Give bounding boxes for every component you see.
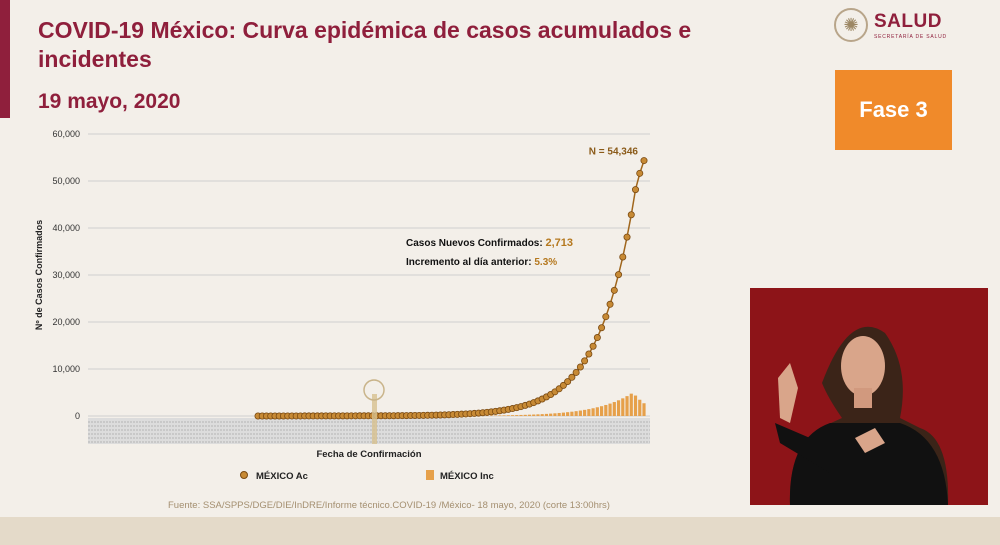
y-tick-label: 50,000 [52, 176, 80, 186]
x-axis-label: Fecha de Confirmación [316, 449, 421, 460]
y-tick-label: 0 [75, 411, 80, 421]
legend-accumulated-label: MÉXICO Ac [256, 471, 308, 482]
first-case-marker-icon [363, 379, 385, 401]
incident-bar [566, 412, 570, 416]
incident-bar [629, 393, 633, 416]
incident-bar [540, 414, 544, 416]
chart-canvas: 60,000 50,000 40,000 30,000 20,000 10,000 0 Nº … [34, 129, 650, 482]
source-note: Fuente: SSA/SPPS/DGE/DIE/InDRE/Informe t… [168, 500, 610, 511]
first-case-marker [372, 394, 377, 444]
page-title: COVID-19 México: Curva epidémica de caso… [38, 17, 692, 72]
y-tick-label: 40,000 [52, 223, 80, 233]
incident-bar [527, 414, 532, 416]
accumulated-point [581, 357, 589, 365]
incident-bar [625, 396, 629, 416]
accumulated-point [568, 373, 576, 381]
incident-bar [493, 415, 498, 416]
y-tick-label: 60,000 [52, 129, 80, 139]
total-annotation: N = 54,346 [589, 147, 639, 158]
incident-bar [536, 414, 540, 416]
incident-bar [578, 410, 582, 416]
accumulated-point [632, 186, 640, 194]
accumulated-point [627, 211, 635, 219]
incident-bar [591, 408, 595, 416]
accumulated-point [589, 342, 597, 350]
incident-bar [515, 415, 519, 416]
incident-bar [583, 409, 587, 416]
accumulated-point [585, 350, 593, 358]
increment-label: Incremento al día anterior: [406, 257, 534, 268]
incident-bar [604, 404, 608, 416]
accumulated-point [602, 313, 610, 321]
logo-text: SALUD [874, 11, 942, 32]
incident-bar [612, 402, 616, 416]
accumulated-point [640, 157, 648, 165]
accumulated-point [598, 324, 606, 332]
brand-accent-bar [0, 0, 10, 118]
accumulated-line [258, 160, 645, 417]
logo-subtext: SECRETARÍA DE SALUD [874, 34, 947, 40]
accumulated-point [619, 253, 627, 261]
incident-bar [587, 409, 591, 416]
incident-bar [553, 413, 557, 416]
incident-bar [519, 414, 523, 416]
new-cases-label: Casos Nuevos Confirmados: [406, 238, 545, 249]
y-axis-label: Nº de Casos Confirmados [34, 220, 44, 330]
phase-badge: Fase 3 [835, 70, 952, 150]
accumulated-point [576, 363, 584, 371]
accumulated-point [615, 271, 623, 279]
accumulated-point [610, 286, 618, 294]
accumulated-point [606, 300, 614, 308]
incident-bar [532, 414, 536, 416]
incident-bar [502, 415, 506, 416]
increment-value: 5.3% [534, 257, 557, 268]
incident-bar [633, 395, 638, 416]
accumulated-point [623, 233, 631, 241]
new-cases-value: 2,713 [545, 237, 573, 249]
accumulated-point [559, 381, 567, 389]
incident-bar [642, 403, 646, 416]
accumulated-point [564, 378, 572, 386]
bottom-band [0, 517, 1000, 545]
incident-bar [638, 399, 642, 416]
legend-incident-marker [426, 470, 434, 480]
accumulated-point [572, 368, 580, 376]
incident-bar [570, 411, 574, 416]
incident-bar [561, 412, 565, 416]
incident-bar [498, 415, 502, 416]
legend-incident-label: MÉXICO Inc [440, 471, 494, 482]
epidemic-curve-chart: 60,000 50,000 40,000 30,000 20,000 10,000 0 Nº … [28, 120, 668, 500]
report-date: 19 mayo, 2020 [38, 90, 181, 113]
incident-bar [549, 413, 553, 416]
incident-bar [621, 398, 625, 416]
new-cases-annotation: Casos Nuevos Confirmados: 2,713 [406, 237, 573, 249]
incident-bar [595, 407, 599, 416]
sign-language-interpreter-video [750, 288, 988, 505]
accumulated-point [593, 334, 601, 342]
incident-bar [544, 413, 549, 416]
incident-bar [616, 400, 621, 416]
mexican-seal-icon: ✺ [834, 8, 868, 42]
accumulated-point [636, 169, 644, 177]
incident-bar [599, 406, 604, 416]
salud-logo: ✺ SALUD SECRETARÍA DE SALUD [834, 8, 964, 48]
legend-accumulated-marker [240, 471, 248, 479]
incident-bar [574, 411, 578, 416]
incident-bar [510, 415, 515, 416]
incident-bar [557, 412, 561, 416]
incident-bar [523, 414, 527, 416]
incident-bar [506, 415, 510, 416]
y-tick-label: 30,000 [52, 270, 80, 280]
y-tick-label: 10,000 [52, 364, 80, 374]
incident-bar [608, 403, 612, 416]
increment-annotation: Incremento al día anterior: 5.3% [406, 257, 557, 268]
y-tick-label: 20,000 [52, 317, 80, 327]
